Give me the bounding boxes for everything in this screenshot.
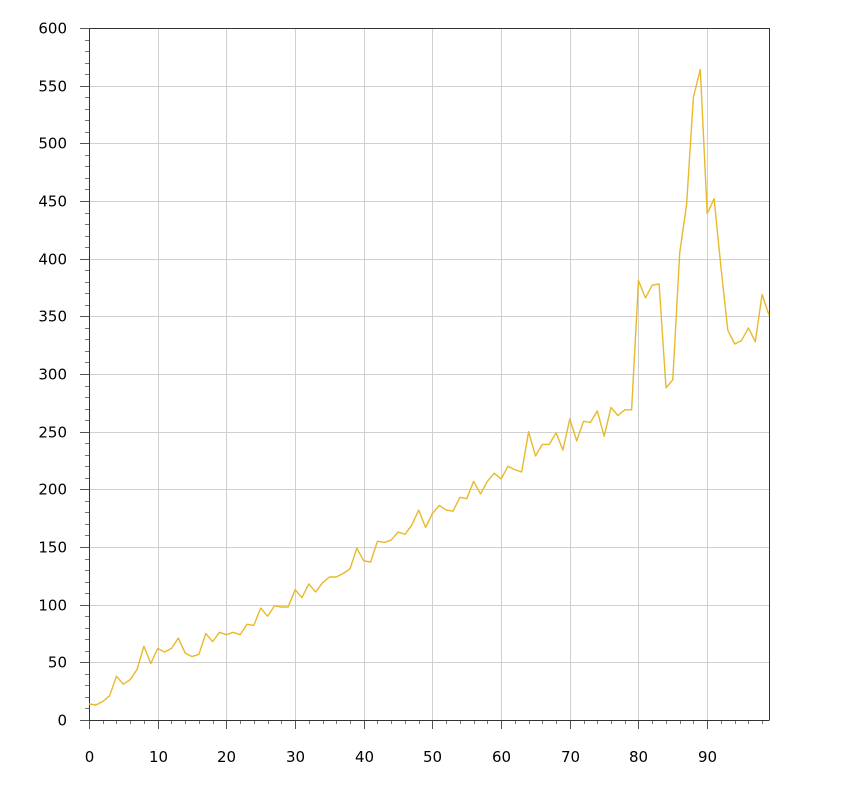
series-layer xyxy=(88,68,770,706)
y-tick-label: 350 xyxy=(38,308,67,326)
x-tick-label: 90 xyxy=(698,748,717,766)
y-tick-label: 50 xyxy=(48,654,67,672)
y-tick-label: 450 xyxy=(38,193,67,211)
y-tick-label: 500 xyxy=(38,135,67,153)
x-tick-label: 80 xyxy=(629,748,648,766)
x-tick-label: 40 xyxy=(355,748,374,766)
y-tick-label: 0 xyxy=(57,712,67,730)
x-tick-label: 20 xyxy=(217,748,236,766)
tick-labels: 0 50 100 150 200 250 300 350 400 450 500 550 600 0 10 2… xyxy=(38,20,717,767)
y-tick-label: 600 xyxy=(38,20,67,38)
x-tick-label: 60 xyxy=(492,748,511,766)
y-tick-label: 550 xyxy=(38,78,67,96)
y-tick-label: 150 xyxy=(38,539,67,557)
y-tick-label: 100 xyxy=(38,597,67,615)
x-tick-label: 10 xyxy=(149,748,168,766)
axes xyxy=(80,28,770,729)
y-tick-label: 250 xyxy=(38,424,67,442)
x-tick-label: 50 xyxy=(423,748,442,766)
x-tick-label: 70 xyxy=(561,748,580,766)
y-tick-label: 200 xyxy=(38,481,67,499)
grid-lines xyxy=(89,28,769,720)
x-tick-label: 30 xyxy=(286,748,305,766)
x-tick-label: 0 xyxy=(85,748,95,766)
data-series-line xyxy=(88,68,770,706)
y-tick-label: 400 xyxy=(38,251,67,269)
y-tick-label: 300 xyxy=(38,366,67,384)
